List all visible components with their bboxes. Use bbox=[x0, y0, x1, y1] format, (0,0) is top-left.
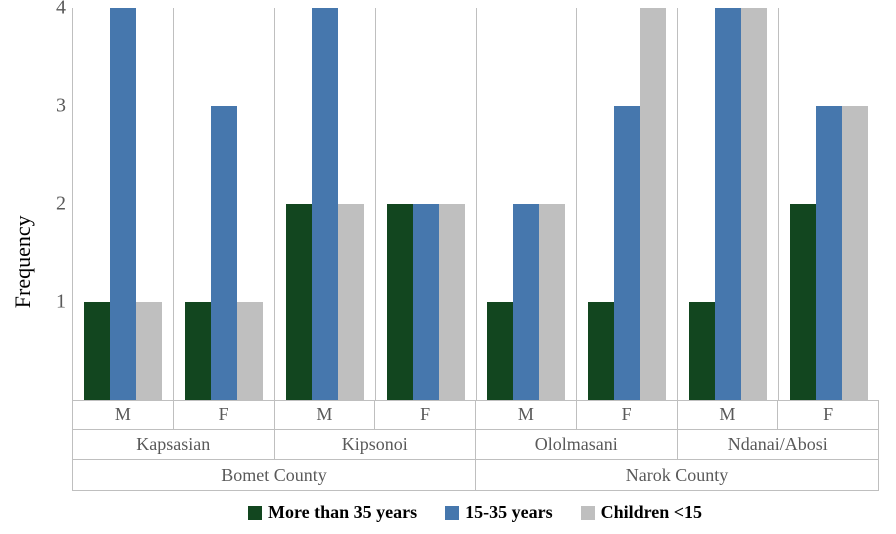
bar-over35 bbox=[185, 302, 211, 400]
bar-cluster bbox=[790, 106, 868, 400]
legend-label: 15-35 years bbox=[465, 502, 552, 523]
y-tick-label: 3 bbox=[40, 95, 66, 118]
legend-swatch bbox=[248, 506, 262, 520]
bar-group bbox=[73, 8, 173, 400]
legend-label: More than 35 years bbox=[268, 502, 417, 523]
bar-under15 bbox=[136, 302, 162, 400]
chart-stage: Frequency 1234 MFMFMFMF KapsasianKipsono… bbox=[0, 0, 896, 534]
legend-item: More than 35 years bbox=[248, 502, 417, 523]
y-axis-label-wrap: Frequency bbox=[8, 0, 38, 534]
axis2-cell: Kipsonoi bbox=[275, 430, 477, 460]
bar-under15 bbox=[439, 204, 465, 400]
bar-groups bbox=[73, 8, 879, 400]
bar-over35 bbox=[387, 204, 413, 400]
bar-cluster bbox=[387, 204, 465, 400]
bar-cluster bbox=[84, 8, 162, 400]
bar-group bbox=[274, 8, 375, 400]
bar-cluster bbox=[185, 106, 263, 400]
y-tick-label: 4 bbox=[40, 0, 66, 20]
y-tick-label: 1 bbox=[40, 291, 66, 314]
bar-under15 bbox=[842, 106, 868, 400]
axis2-cell: Ololmasani bbox=[476, 430, 678, 460]
bar-under15 bbox=[237, 302, 263, 400]
axis1-cell: F bbox=[778, 400, 879, 430]
legend-item: Children <15 bbox=[581, 502, 702, 523]
y-tick-label: 2 bbox=[40, 193, 66, 216]
bar-under15 bbox=[741, 8, 767, 400]
axis1-cell: M bbox=[678, 400, 779, 430]
axis-level-1: MFMFMFMF bbox=[72, 400, 879, 430]
bar-over35 bbox=[487, 302, 513, 400]
axis3-cell: Narok County bbox=[476, 460, 879, 490]
bar-mid bbox=[211, 106, 237, 400]
axis1-cell: M bbox=[73, 400, 174, 430]
bar-mid bbox=[513, 204, 539, 400]
legend: More than 35 years 15-35 years Children <1… bbox=[72, 502, 878, 523]
axis1-cell: M bbox=[476, 400, 577, 430]
legend-swatch bbox=[445, 506, 459, 520]
bar-under15 bbox=[539, 204, 565, 400]
bar-cluster bbox=[588, 8, 666, 400]
bar-mid bbox=[816, 106, 842, 400]
legend-swatch bbox=[581, 506, 595, 520]
bar-group bbox=[173, 8, 274, 400]
axis2-cell: Ndanai/Abosi bbox=[678, 430, 880, 460]
legend-item: 15-35 years bbox=[445, 502, 552, 523]
axis1-cell: M bbox=[275, 400, 376, 430]
bar-mid bbox=[614, 106, 640, 400]
bar-group bbox=[677, 8, 778, 400]
axis1-cell: F bbox=[375, 400, 476, 430]
bar-group bbox=[375, 8, 476, 400]
bar-cluster bbox=[689, 8, 767, 400]
plot-area bbox=[72, 8, 879, 401]
bar-over35 bbox=[588, 302, 614, 400]
axis3-cell: Bomet County bbox=[73, 460, 476, 490]
axis-level-2: KapsasianKipsonoiOlolmasaniNdanai/Abosi bbox=[72, 430, 879, 460]
bar-cluster bbox=[286, 8, 364, 400]
bar-mid bbox=[413, 204, 439, 400]
bar-under15 bbox=[640, 8, 666, 400]
y-axis-label: Frequency bbox=[10, 215, 36, 308]
axis-level-3: Bomet CountyNarok County bbox=[72, 460, 879, 491]
axis1-cell: F bbox=[174, 400, 275, 430]
bar-cluster bbox=[487, 204, 565, 400]
bar-over35 bbox=[84, 302, 110, 400]
bar-over35 bbox=[286, 204, 312, 400]
axis1-cell: F bbox=[577, 400, 678, 430]
bar-over35 bbox=[689, 302, 715, 400]
bar-under15 bbox=[338, 204, 364, 400]
legend-label: Children <15 bbox=[601, 502, 702, 523]
bar-group bbox=[476, 8, 577, 400]
y-tick-labels: 1234 bbox=[40, 8, 66, 400]
bar-over35 bbox=[790, 204, 816, 400]
bar-group bbox=[778, 8, 879, 400]
bar-mid bbox=[715, 8, 741, 400]
bar-mid bbox=[312, 8, 338, 400]
axis2-cell: Kapsasian bbox=[73, 430, 275, 460]
bar-mid bbox=[110, 8, 136, 400]
bar-group bbox=[576, 8, 677, 400]
